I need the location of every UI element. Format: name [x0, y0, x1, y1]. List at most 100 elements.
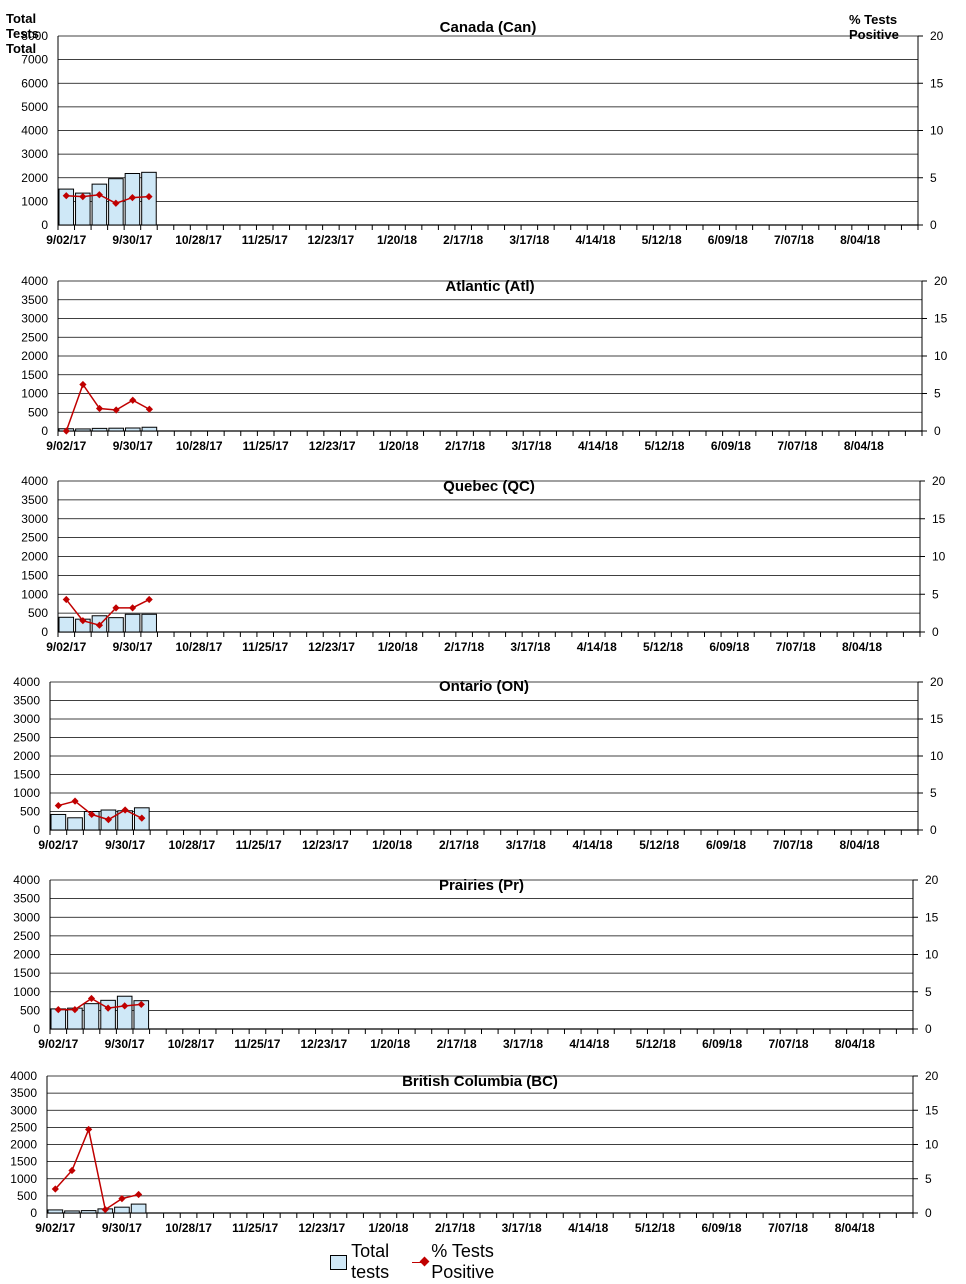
chart-title: Prairies (Pr) — [439, 877, 524, 894]
line-point — [85, 1125, 93, 1134]
x-tick-label: 8/04/18 — [840, 838, 880, 852]
x-tick-label: 11/25/17 — [236, 838, 282, 852]
y-right-tick-label: 10 — [934, 349, 948, 363]
x-tick-label: 4/14/18 — [577, 640, 617, 654]
y-left-tick-label: 3000 — [13, 910, 40, 924]
y-left-tick-label: 0 — [30, 1206, 37, 1220]
y-right-tick-label: 20 — [930, 29, 944, 43]
y-left-tick-label: 4000 — [21, 474, 48, 488]
bar — [47, 1209, 64, 1214]
chart-title: Atlantic (Atl) — [445, 278, 534, 295]
legend-line-label: % Tests Positive — [431, 1241, 495, 1282]
line-point — [134, 1190, 143, 1199]
x-tick-label: 9/02/17 — [46, 439, 86, 453]
line-point — [104, 816, 113, 824]
y-left-tick-label: 3500 — [21, 493, 48, 507]
x-tick-label: 1/20/18 — [368, 1221, 408, 1235]
y-left-tick-label: 1500 — [21, 368, 48, 382]
bar — [67, 817, 83, 831]
y-left-tick-label: 3500 — [13, 694, 40, 708]
line-point — [62, 192, 70, 200]
y-left-tick-label: 0 — [41, 424, 48, 438]
x-tick-label: 10/28/17 — [176, 439, 223, 453]
bar — [130, 1203, 147, 1214]
y-left-tick-label: 1000 — [10, 1172, 37, 1186]
x-tick-label: 3/17/18 — [509, 233, 549, 247]
y-right-tick-label: 20 — [932, 474, 946, 488]
line-point — [79, 193, 87, 201]
bar — [108, 427, 124, 432]
x-tick-label: 3/17/18 — [510, 640, 550, 654]
x-tick-label: 12/23/17 — [300, 1037, 347, 1051]
x-tick-label: 10/28/17 — [169, 838, 216, 852]
line-point — [145, 193, 153, 201]
y-left-tick-label: 7000 — [21, 53, 48, 67]
chart-title: British Columbia (BC) — [402, 1073, 558, 1090]
bar — [141, 426, 158, 432]
x-tick-label: 2/17/18 — [437, 1037, 477, 1051]
chart-title: Canada (Can) — [440, 19, 537, 36]
bar — [133, 1000, 150, 1030]
chart-panel: 0 500 1000 1500 2000 2500 3000 3500 4000 0 5 10 15 20… — [10, 1069, 938, 1235]
y-right-tick-label: 20 — [925, 873, 939, 887]
x-tick-label: 6/09/18 — [706, 838, 746, 852]
y-left-tick-label: 2500 — [21, 531, 48, 545]
x-tick-label: 7/07/18 — [769, 1037, 809, 1051]
chart-panel: 0 500 1000 1500 2000 2500 3000 3500 4000 0 5 10 15 20… — [21, 274, 947, 453]
x-tick-label: 7/07/18 — [774, 233, 814, 247]
y-left-tick-label: 8000 — [21, 29, 48, 43]
line-point — [79, 617, 87, 625]
line-point — [95, 191, 103, 199]
bar — [116, 995, 133, 1030]
bar — [58, 616, 75, 633]
y-left-tick-label: 500 — [20, 805, 40, 819]
line-point — [118, 1195, 126, 1203]
y-left-tick-label: 5000 — [21, 100, 48, 114]
x-tick-label: 7/07/18 — [773, 838, 813, 852]
x-tick-label: 10/28/17 — [165, 1221, 212, 1235]
y-right-tick-label: 5 — [925, 985, 932, 999]
x-tick-label: 7/07/18 — [768, 1221, 808, 1235]
bar — [50, 813, 67, 831]
line-point — [104, 1004, 112, 1012]
x-tick-label: 11/25/17 — [232, 1221, 278, 1235]
x-tick-label: 6/09/18 — [709, 640, 749, 654]
line-point — [101, 1205, 109, 1214]
y-left-tick-label: 1500 — [21, 568, 48, 582]
x-tick-label: 1/20/18 — [379, 439, 419, 453]
x-tick-label: 12/23/17 — [298, 1221, 345, 1235]
y-right-tick-label: 5 — [934, 387, 941, 401]
legend: Total tests % Tests Positive — [330, 1241, 507, 1282]
y-left-tick-label: 1000 — [21, 194, 48, 208]
x-tick-label: 3/17/18 — [506, 838, 546, 852]
y-left-tick-label: 1500 — [10, 1155, 37, 1169]
y-left-tick-label: 500 — [28, 606, 48, 620]
y-right-tick-label: 20 — [925, 1069, 939, 1083]
chart-panel: 0 500 1000 1500 2000 2500 3000 3500 4000 0 5 10 15 20… — [13, 675, 943, 852]
x-tick-label: 12/23/17 — [308, 233, 355, 247]
line-point — [87, 994, 96, 1003]
line-point — [129, 396, 137, 404]
x-tick-label: 12/23/17 — [309, 439, 356, 453]
x-tick-label: 6/09/18 — [701, 1221, 741, 1235]
y-left-tick-label: 2500 — [13, 929, 40, 943]
x-tick-label: 11/25/17 — [242, 640, 288, 654]
x-tick-label: 5/12/18 — [636, 1037, 676, 1051]
line-point — [112, 604, 120, 612]
x-tick-label: 4/14/18 — [578, 439, 618, 453]
bar — [91, 427, 108, 432]
line-point — [79, 380, 87, 389]
y-left-tick-label: 3500 — [10, 1086, 37, 1100]
line-point — [112, 406, 120, 414]
legend-line-swatch — [412, 1256, 428, 1269]
y-right-tick-label: 0 — [932, 625, 939, 639]
x-tick-label: 10/28/17 — [176, 640, 223, 654]
x-tick-label: 5/12/18 — [644, 439, 684, 453]
x-tick-label: 2/17/18 — [439, 838, 479, 852]
y-left-tick-label: 0 — [33, 823, 40, 837]
y-left-tick-label: 3500 — [21, 293, 48, 307]
x-tick-label: 8/04/18 — [840, 233, 880, 247]
x-tick-label: 9/30/17 — [112, 233, 152, 247]
x-tick-label: 11/25/17 — [234, 1037, 280, 1051]
y-right-tick-label: 15 — [930, 712, 944, 726]
